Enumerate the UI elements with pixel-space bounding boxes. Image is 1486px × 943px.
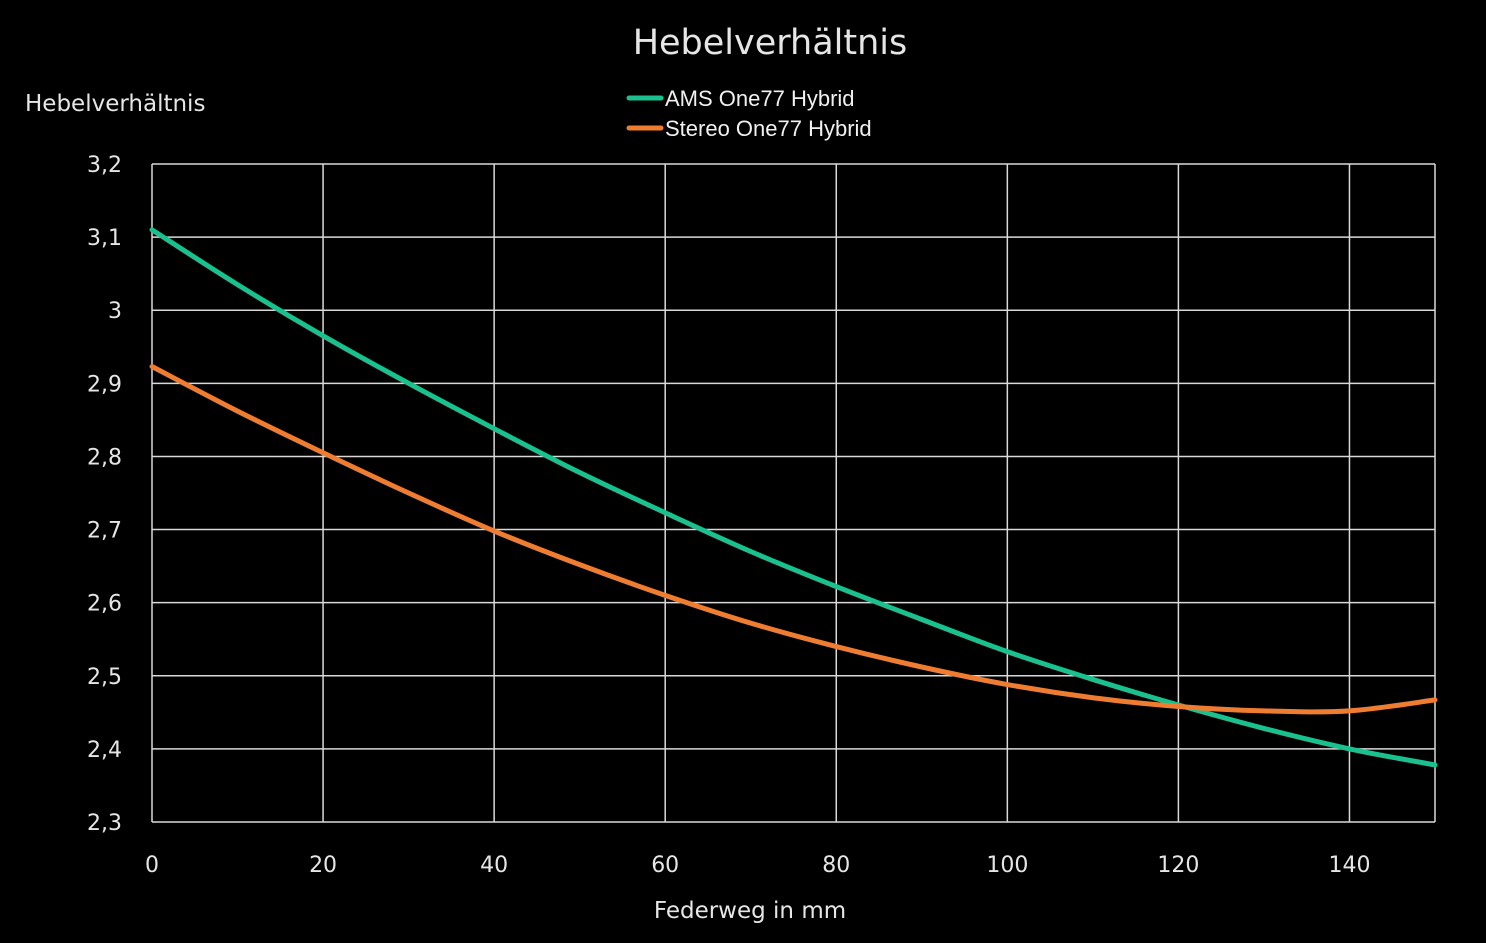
x-tick-label: 0: [145, 853, 159, 878]
x-tick-label: 20: [309, 853, 337, 878]
series-lines: [149, 227, 1438, 768]
x-tick-label: 120: [1157, 853, 1199, 878]
y-tick-label: 3: [108, 299, 122, 324]
y-tick-label: 2,6: [87, 592, 122, 617]
y-tick-label: 2,8: [87, 445, 122, 470]
y-tick-label: 2,4: [87, 738, 122, 763]
x-tick-label: 140: [1328, 853, 1370, 878]
x-tick-label: 100: [986, 853, 1028, 878]
y-tick-label: 2,9: [87, 372, 122, 397]
series-line-ams-one77-hybrid: [149, 227, 1438, 768]
legend: AMS One77 Hybrid Stereo One77 Hybrid: [626, 86, 872, 141]
x-tick-label: 40: [480, 853, 508, 878]
y-tick-label: 2,3: [87, 811, 122, 836]
legend-label-stereo-one77-hybrid: Stereo One77 Hybrid: [665, 116, 872, 141]
x-tick-label: 80: [822, 853, 850, 878]
y-tick-labels: 2,3 2,4 2,5 2,6 2,7 2,8 2,9 3 3,1 3,2: [87, 153, 122, 836]
grid: [151, 163, 1436, 823]
x-axis-label: Federweg in mm: [654, 898, 846, 924]
y-tick-label: 2,7: [87, 519, 122, 544]
y-tick-label: 2,5: [87, 665, 122, 690]
chart-title: Hebelverhältnis: [633, 23, 908, 63]
y-tick-label: 3,1: [87, 226, 122, 251]
x-tick-label: 60: [651, 853, 679, 878]
legend-label-ams-one77-hybrid: AMS One77 Hybrid: [665, 86, 855, 111]
x-tick-labels: 0 20 40 60 80 100 120 140: [145, 853, 1370, 878]
series-line-stereo-one77-hybrid: [149, 364, 1438, 715]
y-axis-label: Hebelverhältnis: [25, 91, 205, 117]
y-tick-label: 3,2: [87, 153, 122, 178]
